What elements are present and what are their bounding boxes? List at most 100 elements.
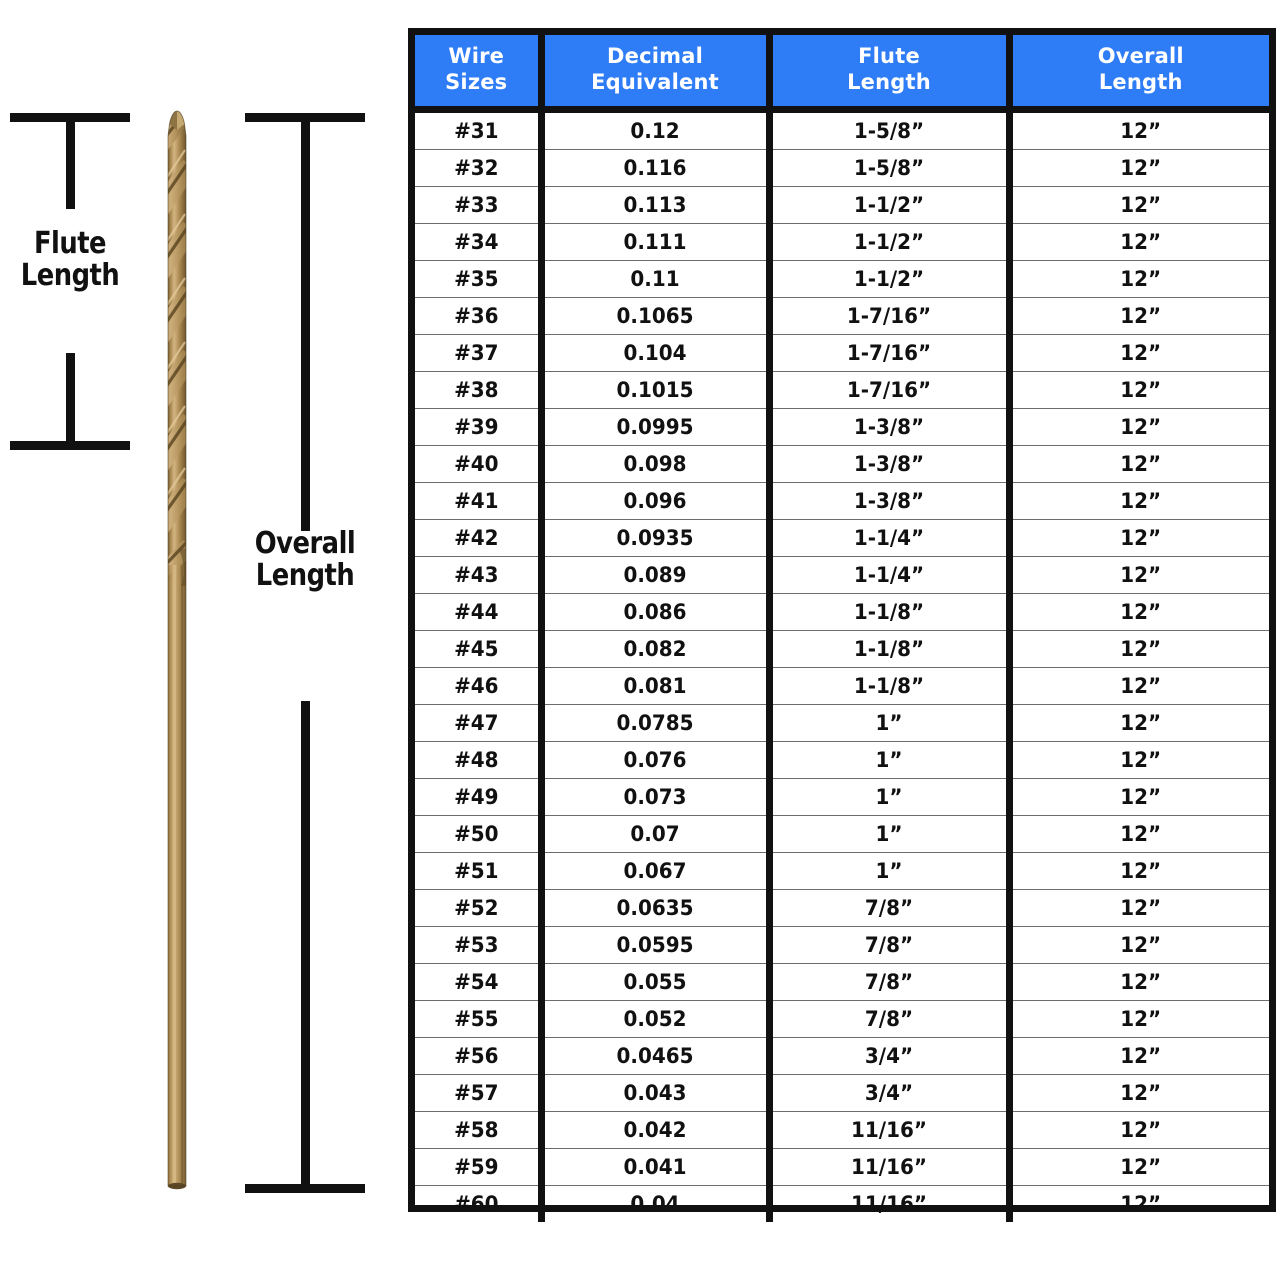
cell-decimal-equivalent: 0.0465 (546, 1037, 767, 1076)
cell-overall-length: 12” (1015, 630, 1263, 669)
cell-flute-length: 1-7/16” (775, 371, 1007, 410)
cell-decimal-equivalent: 0.055 (546, 963, 767, 1002)
cell-flute-length: 11/16” (775, 1111, 1007, 1150)
drill-size-table: Wire Sizes Decimal Equivalent Flute Leng… (408, 28, 1276, 1223)
flute-bracket-top-bar (10, 113, 130, 122)
table-row: #59 0.041 11/16” 12” (415, 1148, 1269, 1187)
overall-length-label: Overall Length (254, 526, 356, 594)
cell-wire-size: #60 (418, 1185, 542, 1223)
cell-overall-length: 12” (1015, 149, 1263, 188)
cell-flute-length: 1” (775, 852, 1007, 891)
overall-length-dimension-bracket (245, 113, 365, 1193)
column-header-decimal-equivalent: Decimal Equivalent (541, 35, 773, 114)
cell-overall-length: 12” (1015, 1074, 1263, 1113)
cell-wire-size: #53 (418, 926, 542, 965)
cell-overall-length: 12” (1015, 704, 1263, 743)
table-row: #58 0.042 11/16” 12” (415, 1111, 1269, 1150)
cell-overall-length: 12” (1015, 186, 1263, 225)
table-row: #54 0.055 7/8” 12” (415, 963, 1269, 1002)
cell-overall-length: 12” (1015, 889, 1263, 928)
cell-flute-length: 1” (775, 741, 1007, 780)
cell-overall-length: 12” (1015, 556, 1263, 595)
cell-wire-size: #44 (418, 593, 542, 632)
cell-wire-size: #55 (418, 1000, 542, 1039)
cell-flute-length: 1-7/16” (775, 334, 1007, 373)
flute-bracket-bottom-bar (10, 441, 130, 450)
cell-flute-length: 1-5/8” (775, 109, 1007, 151)
table-row: #56 0.0465 3/4” 12” (415, 1037, 1269, 1076)
table-row: #31 0.12 1-5/8” 12” (415, 109, 1269, 151)
table-row: #34 0.111 1-1/2” 12” (415, 223, 1269, 262)
cell-overall-length: 12” (1015, 519, 1263, 558)
cell-flute-length: 1” (775, 778, 1007, 817)
cell-decimal-equivalent: 0.096 (546, 482, 767, 521)
cell-wire-size: #56 (418, 1037, 542, 1076)
cell-flute-length: 1-1/4” (775, 519, 1007, 558)
table-row: #60 0.04 11/16” 12” (415, 1185, 1269, 1223)
cell-wire-size: #39 (418, 408, 542, 447)
cell-overall-length: 12” (1015, 1148, 1263, 1187)
overall-bracket-top-bar (245, 113, 365, 122)
cell-flute-length: 11/16” (775, 1148, 1007, 1187)
cell-decimal-equivalent: 0.086 (546, 593, 767, 632)
cell-overall-length: 12” (1015, 297, 1263, 336)
cell-decimal-equivalent: 0.0935 (546, 519, 767, 558)
flute-length-dimension-bracket (10, 113, 130, 450)
overall-bracket-upper-stem (301, 119, 310, 531)
cell-overall-length: 12” (1015, 408, 1263, 447)
cell-overall-length: 12” (1015, 778, 1263, 817)
cell-overall-length: 12” (1015, 1037, 1263, 1076)
cell-overall-length: 12” (1015, 371, 1263, 410)
cell-wire-size: #36 (418, 297, 542, 336)
cell-wire-size: #41 (418, 482, 542, 521)
table-row: #43 0.089 1-1/4” 12” (415, 556, 1269, 595)
cell-decimal-equivalent: 0.0635 (546, 889, 767, 928)
cell-overall-length: 12” (1015, 593, 1263, 632)
cell-wire-size: #35 (418, 260, 542, 299)
cell-wire-size: #33 (418, 186, 542, 225)
cell-decimal-equivalent: 0.104 (546, 334, 767, 373)
cell-overall-length: 12” (1015, 815, 1263, 854)
table-row: #46 0.081 1-1/8” 12” (415, 667, 1269, 706)
drill-bit-diagram: Flute Length Overall Length (0, 0, 400, 1280)
cell-wire-size: #31 (418, 109, 542, 151)
cell-flute-length: 1-1/8” (775, 593, 1007, 632)
table-row: #36 0.1065 1-7/16” 12” (415, 297, 1269, 336)
overall-bracket-lower-stem (301, 701, 310, 1189)
cell-wire-size: #54 (418, 963, 542, 1002)
table-row: #38 0.1015 1-7/16” 12” (415, 371, 1269, 410)
cell-wire-size: #34 (418, 223, 542, 262)
cell-overall-length: 12” (1120, 1192, 1162, 1217)
cell-wire-size: #59 (418, 1148, 542, 1187)
cell-flute-length: 7/8” (775, 889, 1007, 928)
cell-flute-length: 1-3/8” (775, 445, 1007, 484)
cell-decimal-equivalent: 0.043 (546, 1074, 767, 1113)
cell-overall-length: 12” (1015, 482, 1263, 521)
table-body: #31 0.12 1-5/8” 12” #32 0.116 1-5/8” 12” #33 0.11… (415, 109, 1269, 1223)
cell-decimal-equivalent: 0.11 (546, 260, 767, 299)
table-row: #49 0.073 1” 12” (415, 778, 1269, 817)
column-header-flute-length: Flute Length (769, 35, 1013, 114)
table-row: #41 0.096 1-3/8” 12” (415, 482, 1269, 521)
cell-flute-length: 1” (775, 815, 1007, 854)
cell-wire-size: #38 (418, 371, 542, 410)
cell-wire-size: #47 (418, 704, 542, 743)
table-row: #55 0.052 7/8” 12” (415, 1000, 1269, 1039)
cell-decimal-equivalent: 0.052 (546, 1000, 767, 1039)
cell-flute-length: 7/8” (775, 963, 1007, 1002)
cell-decimal-equivalent: 0.098 (546, 445, 767, 484)
cell-wire-size: #49 (418, 778, 542, 817)
cell-wire-size: #32 (418, 149, 542, 188)
cell-flute-length: 1-1/8” (775, 630, 1007, 669)
flute-bracket-lower-stem (66, 353, 75, 445)
cell-overall-length: 12” (1015, 260, 1263, 299)
cell-overall-length: 12” (1015, 926, 1263, 965)
cell-decimal-equivalent: 0.1065 (546, 297, 767, 336)
cell-wire-size: #45 (418, 630, 542, 669)
table-row: #51 0.067 1” 12” (415, 852, 1269, 891)
column-header-overall-length: Overall Length (1009, 35, 1269, 114)
cell-flute-length: 7/8” (775, 1000, 1007, 1039)
flute-length-label: Flute Length (20, 226, 120, 294)
column-header-wire-sizes: Wire Sizes (415, 35, 545, 114)
table-row: #50 0.07 1” 12” (415, 815, 1269, 854)
